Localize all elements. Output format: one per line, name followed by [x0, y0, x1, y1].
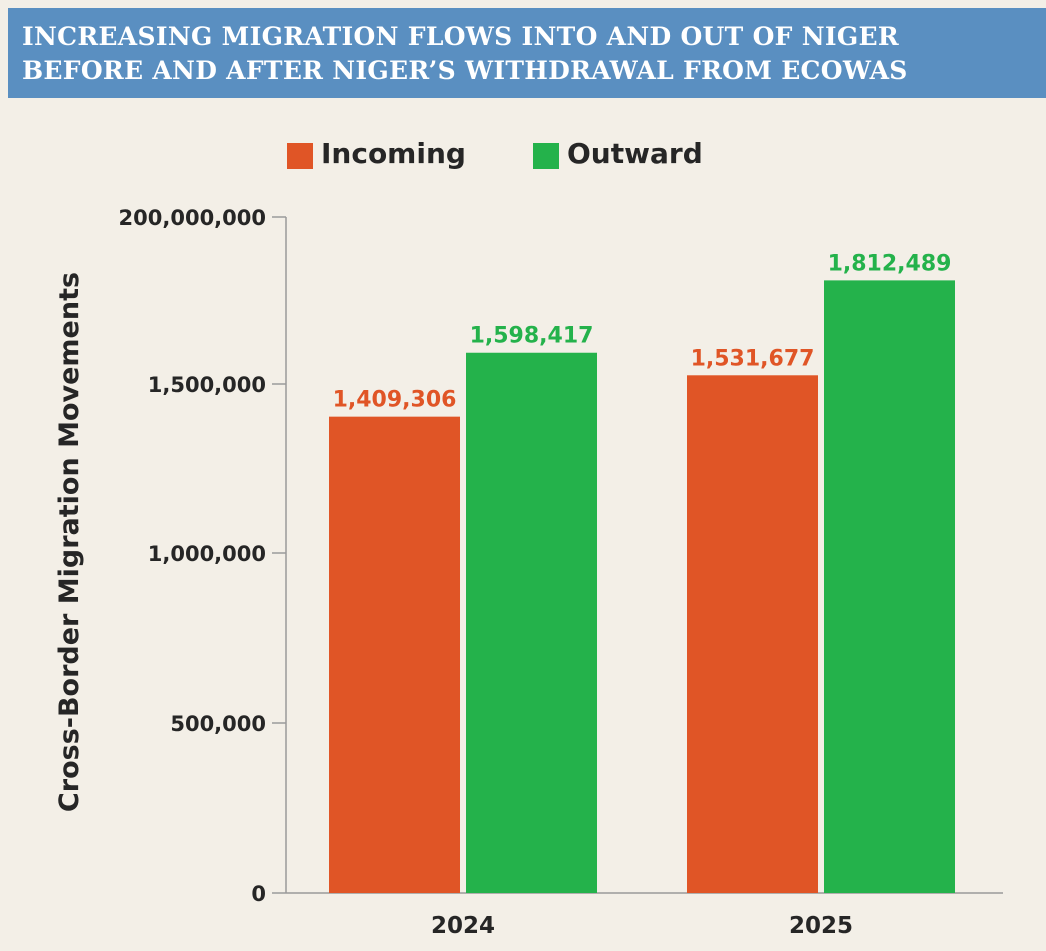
bar-outward-2025 [824, 280, 955, 893]
legend-label-incoming: Incoming [321, 137, 466, 170]
chart-title-line-1: INCREASING MIGRATION FLOWS INTO AND OUT … [22, 22, 899, 51]
y-tick-label: 1,000,000 [148, 542, 266, 566]
y-tick-label: 200,000,000 [119, 206, 266, 230]
bar-incoming-2024 [329, 416, 460, 893]
legend-label-outward: Outward [567, 137, 703, 170]
y-tick-label: 0 [251, 882, 266, 906]
legend-swatch-outward [533, 143, 559, 169]
legend-swatch-incoming [287, 143, 313, 169]
y-axis-label: Cross-Border Migration Movements [54, 272, 85, 812]
data-label-incoming-2025: 1,531,677 [691, 346, 815, 371]
bar-incoming-2025 [687, 375, 818, 893]
y-tick-label: 500,000 [170, 712, 266, 736]
chart-title-line-2: BEFORE AND AFTER NIGER’S WITHDRAWAL FROM… [22, 56, 908, 85]
bar-outward-2024 [466, 352, 597, 893]
chart-title-banner: INCREASING MIGRATION FLOWS INTO AND OUT … [8, 8, 1046, 98]
y-tick-label: 1,500,000 [148, 373, 266, 397]
data-label-incoming-2024: 1,409,306 [333, 388, 457, 413]
x-tick-label-2024: 2024 [431, 913, 495, 939]
bars [329, 280, 955, 893]
data-label-outward-2024: 1,598,417 [470, 324, 594, 349]
data-label-outward-2025: 1,812,489 [828, 251, 952, 276]
data-labels: 1,409,306 1,598,417 1,531,677 1,812,489 [333, 251, 952, 412]
x-tick-label-2025: 2025 [789, 913, 853, 939]
